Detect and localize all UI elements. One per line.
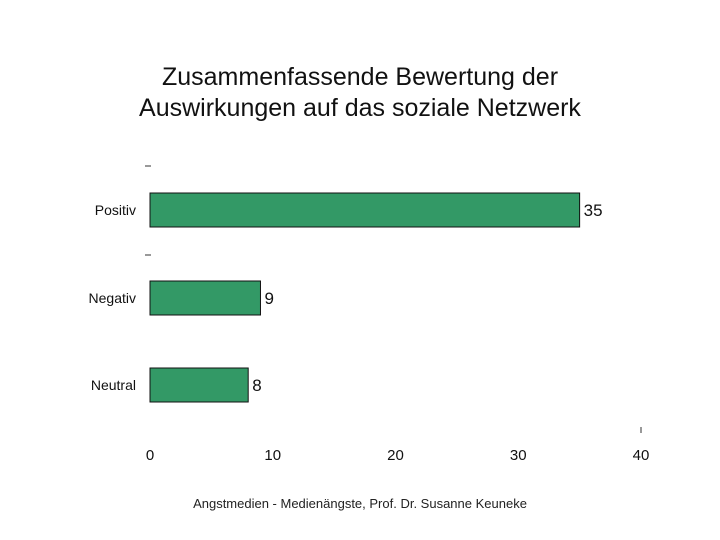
category-label-negativ: Negativ bbox=[89, 290, 136, 306]
footer-text: Angstmedien - Medienängste, Prof. Dr. Su… bbox=[193, 496, 527, 511]
x-tick-label-0: 0 bbox=[146, 447, 154, 464]
bar-positiv bbox=[149, 192, 581, 228]
chart-title: Zusammenfassende Bewertung der Auswirkun… bbox=[139, 63, 581, 122]
x-tick-label-10: 10 bbox=[264, 447, 281, 464]
bar-negativ bbox=[149, 280, 261, 316]
labels-layer: Positiv 35 Negativ 9 Neutral 8 bbox=[89, 201, 603, 395]
data-label-positiv: 35 bbox=[584, 201, 603, 220]
category-label-positiv: Positiv bbox=[95, 202, 136, 218]
x-tick-label-20: 20 bbox=[387, 447, 404, 464]
x-tick-label-40: 40 bbox=[633, 447, 650, 464]
category-label-neutral: Neutral bbox=[91, 377, 136, 393]
bars-layer bbox=[149, 192, 581, 403]
data-label-neutral: 8 bbox=[252, 376, 261, 395]
ticks-layer: 0 10 20 30 40 bbox=[145, 165, 650, 464]
data-label-negativ: 9 bbox=[264, 289, 273, 308]
x-tick-label-30: 30 bbox=[510, 447, 527, 464]
bar-neutral bbox=[149, 367, 249, 403]
